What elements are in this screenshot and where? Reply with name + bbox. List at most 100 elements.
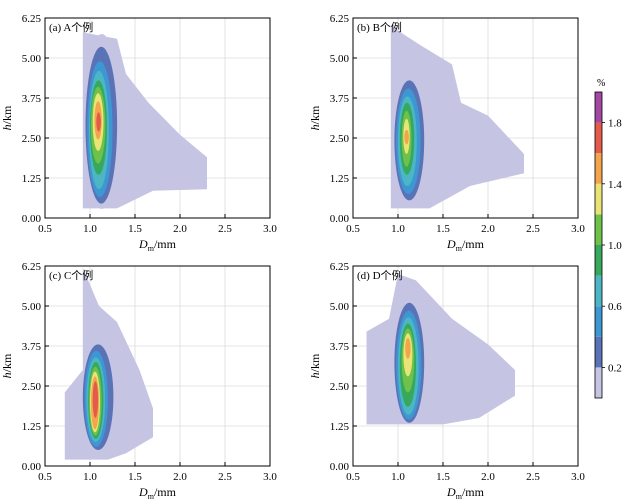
y-axis-title-unit: /km xyxy=(308,105,322,124)
x-tick-label: 2.5 xyxy=(526,223,540,235)
contour-1_6 xyxy=(405,338,411,359)
y-axis-title: h/km xyxy=(0,353,14,378)
y-axis-title-unit: /km xyxy=(0,353,14,372)
panel-3: 0.5 1.0 1.5 2.0 2.5 3.0 0.00 1.25 2.50 3.75 5.00 6.… xyxy=(0,261,277,500)
y-axis-title-main: h xyxy=(0,372,14,378)
colorbar-tick-label: 0.6 xyxy=(608,301,622,313)
x-axis-title-sub: m xyxy=(456,492,463,500)
x-tick-label: 0.5 xyxy=(38,471,52,483)
y-tick-label: 1.25 xyxy=(22,173,42,185)
x-axis-title-sub: m xyxy=(148,492,155,500)
y-tick-label: 6.25 xyxy=(330,261,350,273)
y-tick-label: 2.50 xyxy=(22,133,42,145)
x-tick-label: 1.5 xyxy=(436,223,450,235)
frequency-field xyxy=(366,274,515,425)
y-tick-label: 0.00 xyxy=(330,213,350,225)
x-axis-title-main: D xyxy=(446,485,456,499)
x-tick-label: 0.5 xyxy=(346,471,360,483)
colorbar: 0.2 0.6 1.0 1.4 1.8% xyxy=(594,78,622,399)
x-tick-label: 0.5 xyxy=(346,223,360,235)
y-axis-title-unit: /km xyxy=(0,105,14,124)
x-tick-label: 3.0 xyxy=(571,223,585,235)
x-axis-title-main: D xyxy=(138,237,148,251)
x-tick-label: 2.5 xyxy=(218,471,232,483)
panel-label: (c) C个例 xyxy=(49,268,93,282)
panel-1: 0.5 1.0 1.5 2.0 2.5 3.0 0.00 1.25 2.50 3.75 5.00 6.… xyxy=(0,13,277,253)
y-axis-title-main: h xyxy=(0,124,14,130)
y-tick-label: 2.50 xyxy=(22,381,42,393)
frequency-field xyxy=(82,32,207,209)
y-tick-label: 2.50 xyxy=(330,381,350,393)
colorbar-unit: % xyxy=(597,78,605,89)
x-tick-label: 1.5 xyxy=(436,471,450,483)
y-axis-title-unit: /km xyxy=(308,353,322,372)
contour-1_8 xyxy=(92,381,99,418)
panel-2: 0.5 1.0 1.5 2.0 2.5 3.0 0.00 1.25 2.50 3.75 5.00 6.… xyxy=(308,13,585,253)
contour-1_6 xyxy=(404,130,409,145)
colorbar-band xyxy=(595,214,602,245)
x-tick-label: 1.5 xyxy=(128,223,142,235)
y-tick-label: 0.00 xyxy=(22,461,42,473)
x-tick-label: 1.5 xyxy=(128,471,142,483)
y-tick-label: 2.50 xyxy=(330,133,350,145)
colorbar-band xyxy=(595,306,602,337)
x-tick-label: 2.5 xyxy=(218,223,232,235)
contour-1_8 xyxy=(96,112,101,132)
plot-frame xyxy=(44,265,271,467)
x-axis-title-sub: m xyxy=(148,244,155,253)
colorbar-band xyxy=(595,245,602,276)
plot-frame xyxy=(352,17,579,219)
x-axis-title-unit: /mm xyxy=(462,485,485,499)
y-tick-label: 5.00 xyxy=(330,301,350,313)
x-axis-title-unit: /mm xyxy=(154,237,177,251)
x-tick-label: 3.0 xyxy=(571,471,585,483)
y-tick-label: 5.00 xyxy=(22,53,42,65)
y-tick-label: 6.25 xyxy=(22,13,42,25)
y-tick-label: 3.75 xyxy=(22,93,42,105)
y-axis-title-main: h xyxy=(308,372,322,378)
x-tick-label: 1.0 xyxy=(391,471,405,483)
y-tick-label: 6.25 xyxy=(22,261,42,273)
colorbar-tick-label: 1.8 xyxy=(608,118,622,130)
x-axis-title: Dm/mm xyxy=(446,485,485,500)
y-tick-label: 5.00 xyxy=(22,301,42,313)
colorbar-band xyxy=(595,367,602,398)
x-tick-label: 2.0 xyxy=(173,223,187,235)
x-tick-label: 3.0 xyxy=(263,471,277,483)
y-tick-label: 1.25 xyxy=(330,421,350,433)
y-tick-label: 1.25 xyxy=(330,173,350,185)
x-axis-title-main: D xyxy=(138,485,148,499)
x-axis-title: Dm/mm xyxy=(138,485,177,500)
x-axis-title: Dm/mm xyxy=(446,237,485,253)
colorbar-band xyxy=(595,183,602,215)
x-tick-label: 2.5 xyxy=(526,471,540,483)
y-axis-title: h/km xyxy=(308,105,322,130)
x-axis-title-main: D xyxy=(446,237,456,251)
frequency-field xyxy=(64,267,153,460)
x-tick-label: 3.0 xyxy=(263,223,277,235)
y-tick-label: 0.00 xyxy=(330,461,350,473)
colorbar-band xyxy=(595,336,602,368)
x-axis-title-sub: m xyxy=(456,244,463,253)
plot-frame xyxy=(44,17,271,219)
y-axis-title: h/km xyxy=(0,105,14,130)
y-tick-label: 3.75 xyxy=(22,341,42,353)
colorbar-band xyxy=(595,275,602,307)
x-tick-label: 2.0 xyxy=(481,471,495,483)
y-axis-title-main: h xyxy=(308,124,322,130)
x-tick-label: 1.0 xyxy=(83,471,97,483)
colorbar-tick-label: 0.2 xyxy=(608,362,622,374)
y-axis-title: h/km xyxy=(308,353,322,378)
panel-label: (d) D个例 xyxy=(357,268,403,282)
y-tick-label: 1.25 xyxy=(22,421,42,433)
x-axis-title-unit: /mm xyxy=(154,485,177,499)
x-tick-label: 2.0 xyxy=(173,471,187,483)
frequency-field xyxy=(390,26,524,209)
x-tick-label: 0.5 xyxy=(38,223,52,235)
colorbar-band xyxy=(595,92,602,123)
plot-frame xyxy=(352,265,579,467)
colorbar-band xyxy=(595,122,602,154)
colorbar-tick-label: 1.4 xyxy=(608,179,622,191)
colorbar-tick-label: 1.0 xyxy=(608,240,622,252)
